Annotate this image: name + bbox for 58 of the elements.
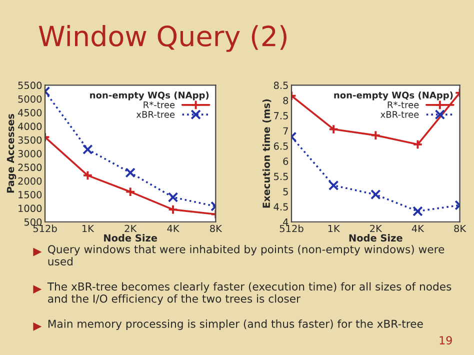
y-tick-label: 7.5 [274, 112, 288, 120]
x-tick-label: 2K [124, 224, 137, 232]
y-tick-label: 4000 [18, 122, 42, 130]
x-tick-label: 512b [280, 224, 304, 232]
x-axis-title: Node Size [349, 234, 402, 242]
point [412, 139, 423, 150]
y-tick-label: 500 [24, 218, 42, 226]
y-tick-label: 4 [283, 218, 288, 226]
y-tick-label: 5500 [18, 82, 42, 90]
legend-label: R*-tree [388, 101, 419, 108]
x-tick-label: 8K [454, 224, 466, 232]
x-tick-label: 2K [370, 224, 382, 232]
legend-label: R*-tree [144, 101, 175, 108]
y-tick-label: 1500 [18, 191, 42, 198]
y-axis-title: Page Accesses [6, 114, 16, 193]
point [328, 180, 339, 191]
x-tick-label: 1K [328, 224, 340, 232]
y-tick-label: 4500 [18, 109, 42, 116]
point [412, 206, 423, 216]
text: Main memory processing is simpler (and thus faster) for the xBR-tree [48, 320, 423, 330]
text: The xBR-tree becomes clearly faster (execution time) for all sizes of nodes and the I/O efficiency of the two trees is closer [47, 282, 452, 305]
point [125, 186, 136, 197]
point [125, 168, 136, 178]
point [328, 124, 339, 134]
point [82, 144, 93, 155]
y-axis-title: Execution time (ms) [262, 99, 272, 208]
y-tick-label: 6.5 [274, 142, 288, 150]
y-tick-label: 3500 [18, 136, 42, 144]
point [168, 204, 178, 215]
y-tick-label: 4.5 [274, 203, 288, 211]
x-tick-label: 1K [82, 224, 94, 232]
y-tick-label: 1000 [18, 204, 42, 212]
x-tick-label: 4K [167, 224, 180, 232]
legend-title: non-empty WQs (NApp) [90, 92, 209, 100]
x-tick-label: 4K [412, 224, 424, 232]
text: Window Query (2) [38, 25, 286, 52]
y-tick-label: 5000 [18, 95, 42, 103]
y-tick-label: 6 [283, 158, 288, 165]
legend-label: xBR-tree [136, 111, 175, 118]
x-tick-label: 8K [210, 224, 222, 232]
y-tick-label: 8 [283, 96, 288, 104]
point [370, 189, 381, 200]
y-tick-label: 2500 [18, 164, 42, 172]
y-tick-label: 5 [283, 188, 288, 196]
legend-title: non-empty WQs (NApp) [334, 92, 453, 100]
text: Query windows that were inhabited by points (non-empty windows) were used [48, 244, 444, 266]
legend-label: xBR-tree [380, 111, 419, 118]
y-tick-label: 8.5 [274, 82, 288, 90]
y-tick-label: 3000 [18, 150, 42, 158]
point [370, 130, 381, 140]
y-tick-label: 2000 [18, 177, 42, 185]
text: 19 [440, 336, 452, 345]
point [82, 170, 93, 181]
point [168, 192, 178, 202]
x-axis-title: Node Size [104, 234, 158, 242]
y-tick-label: 7 [283, 127, 288, 134]
x-tick-label: 512b [33, 224, 57, 232]
y-tick-label: 5.5 [274, 172, 288, 180]
